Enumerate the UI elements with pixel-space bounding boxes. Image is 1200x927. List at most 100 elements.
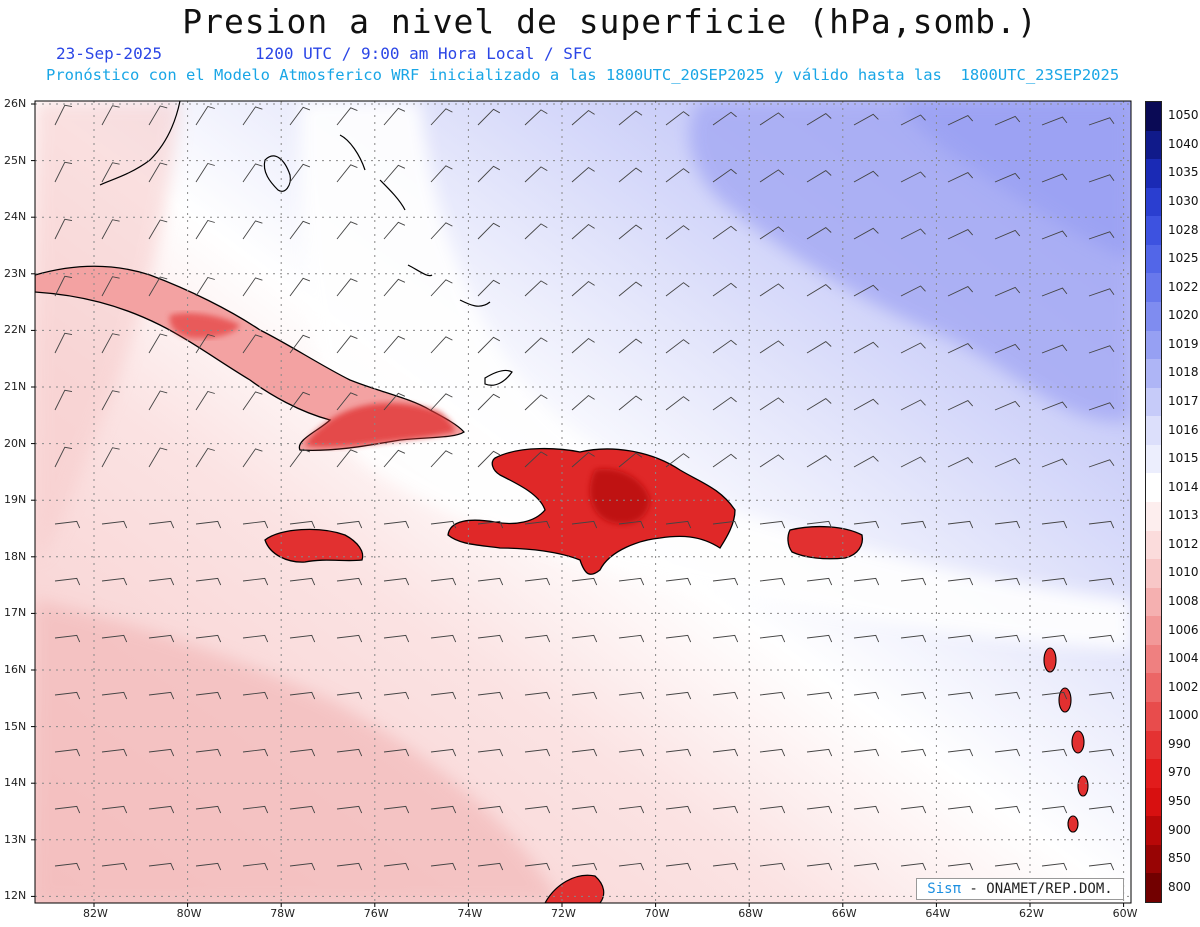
wind-barb xyxy=(712,111,737,126)
wind-barb xyxy=(101,862,128,871)
lon-label-68w: 68W xyxy=(738,907,764,920)
wind-barbs xyxy=(54,104,1115,871)
wind-barb xyxy=(1041,344,1068,354)
wind-barb xyxy=(524,394,548,411)
wind-barb xyxy=(336,577,363,586)
lat-label-26n: 26N xyxy=(4,97,27,110)
wind-barb xyxy=(195,862,222,871)
wind-barb xyxy=(759,454,785,468)
wind-barb xyxy=(524,223,548,240)
wind-barb xyxy=(994,343,1021,354)
wind-barb xyxy=(900,691,927,700)
wind-barb xyxy=(101,634,128,643)
wind-barb xyxy=(477,748,504,757)
colorbar-segment xyxy=(1146,702,1161,732)
lon-label-72w: 72W xyxy=(551,907,576,920)
colorbar-segment xyxy=(1146,759,1161,789)
wind-barb xyxy=(336,107,358,126)
wind-barb xyxy=(336,691,363,700)
wind-barb xyxy=(900,862,927,871)
colorbar-label-1020: 1020 xyxy=(1168,308,1199,323)
wind-barb xyxy=(759,634,786,643)
mid-pressure-band xyxy=(300,101,1131,650)
wind-barb xyxy=(665,453,690,468)
colorbar-label-1016: 1016 xyxy=(1168,422,1199,437)
lat-label-15n: 15N xyxy=(4,719,27,733)
wind-barb xyxy=(1041,458,1068,468)
wind-barb xyxy=(806,748,833,757)
colorbar-segment xyxy=(1146,330,1161,360)
wind-barb xyxy=(383,805,410,814)
wind-barb xyxy=(759,397,785,411)
wind-barb xyxy=(524,337,548,354)
wind-barb xyxy=(618,577,645,586)
colorbar-label-950: 950 xyxy=(1168,794,1191,808)
wind-barb xyxy=(1088,174,1115,183)
wind-barb xyxy=(524,280,548,297)
lat-label-16n: 16N xyxy=(4,663,27,676)
wind-barb xyxy=(54,805,81,814)
wind-barb xyxy=(712,577,739,586)
colorbar-segment xyxy=(1146,244,1161,274)
colorbar-label-1040: 1040 xyxy=(1168,136,1199,151)
wind-barb xyxy=(148,276,168,297)
wind-barb xyxy=(148,447,168,468)
wind-barb xyxy=(853,341,879,354)
colorbar-segment xyxy=(1146,444,1161,474)
wind-barb xyxy=(54,577,81,586)
colorbar-segment xyxy=(1146,873,1161,903)
wind-barb xyxy=(289,448,311,468)
lat-label-20n: 20N xyxy=(4,436,27,450)
lon-label-78w: 78W xyxy=(270,907,296,920)
wind-barb xyxy=(1088,117,1115,126)
wind-barb xyxy=(712,520,739,529)
wind-barb xyxy=(571,109,595,126)
colorbar xyxy=(1145,101,1162,903)
wind-barb xyxy=(806,577,833,586)
wind-barb xyxy=(383,278,406,297)
wind-barb xyxy=(712,339,737,354)
wind-barb xyxy=(947,805,974,814)
wind-barb xyxy=(477,634,504,643)
wind-barb xyxy=(54,520,81,529)
wind-barb xyxy=(101,219,120,240)
wind-barb xyxy=(1088,345,1115,354)
wind-barb xyxy=(101,105,120,126)
wind-barb xyxy=(1088,805,1115,814)
wind-barb xyxy=(853,634,880,643)
wind-barb xyxy=(336,335,358,354)
wind-barb xyxy=(665,111,690,126)
lat-label-18n: 18N xyxy=(4,549,27,563)
wind-barb xyxy=(665,396,690,411)
wind-barb xyxy=(712,691,739,700)
wind-barb xyxy=(665,634,692,643)
wind-barb xyxy=(853,227,879,240)
wind-barb xyxy=(383,449,406,468)
wind-barb xyxy=(430,862,457,871)
wind-barb xyxy=(477,165,501,183)
lat-label-12n: 12N xyxy=(4,889,27,903)
wind-barb xyxy=(242,862,269,871)
wind-barb xyxy=(101,162,120,183)
lat-label-25n: 25N xyxy=(4,153,27,167)
wind-barb xyxy=(383,335,406,354)
wind-barb xyxy=(1088,402,1115,411)
wind-barb xyxy=(571,166,595,183)
wind-barb xyxy=(1041,173,1068,183)
wind-barb xyxy=(383,164,406,183)
wind-barb xyxy=(289,862,316,871)
lon-label-70w: 70W xyxy=(644,907,670,920)
colorbar-label-1019: 1019 xyxy=(1168,336,1199,351)
florida-coast xyxy=(99,101,181,186)
wind-barb xyxy=(1088,577,1115,586)
wind-barb xyxy=(242,520,269,529)
wind-barb xyxy=(806,455,832,468)
wind-barb xyxy=(336,805,363,814)
wind-barb xyxy=(524,451,548,468)
wind-barb xyxy=(477,336,501,354)
wind-barb xyxy=(759,169,785,183)
colorbar-segment xyxy=(1146,559,1161,589)
wind-barb xyxy=(1041,634,1068,643)
wind-barb xyxy=(853,520,880,529)
wind-barb xyxy=(712,168,737,183)
